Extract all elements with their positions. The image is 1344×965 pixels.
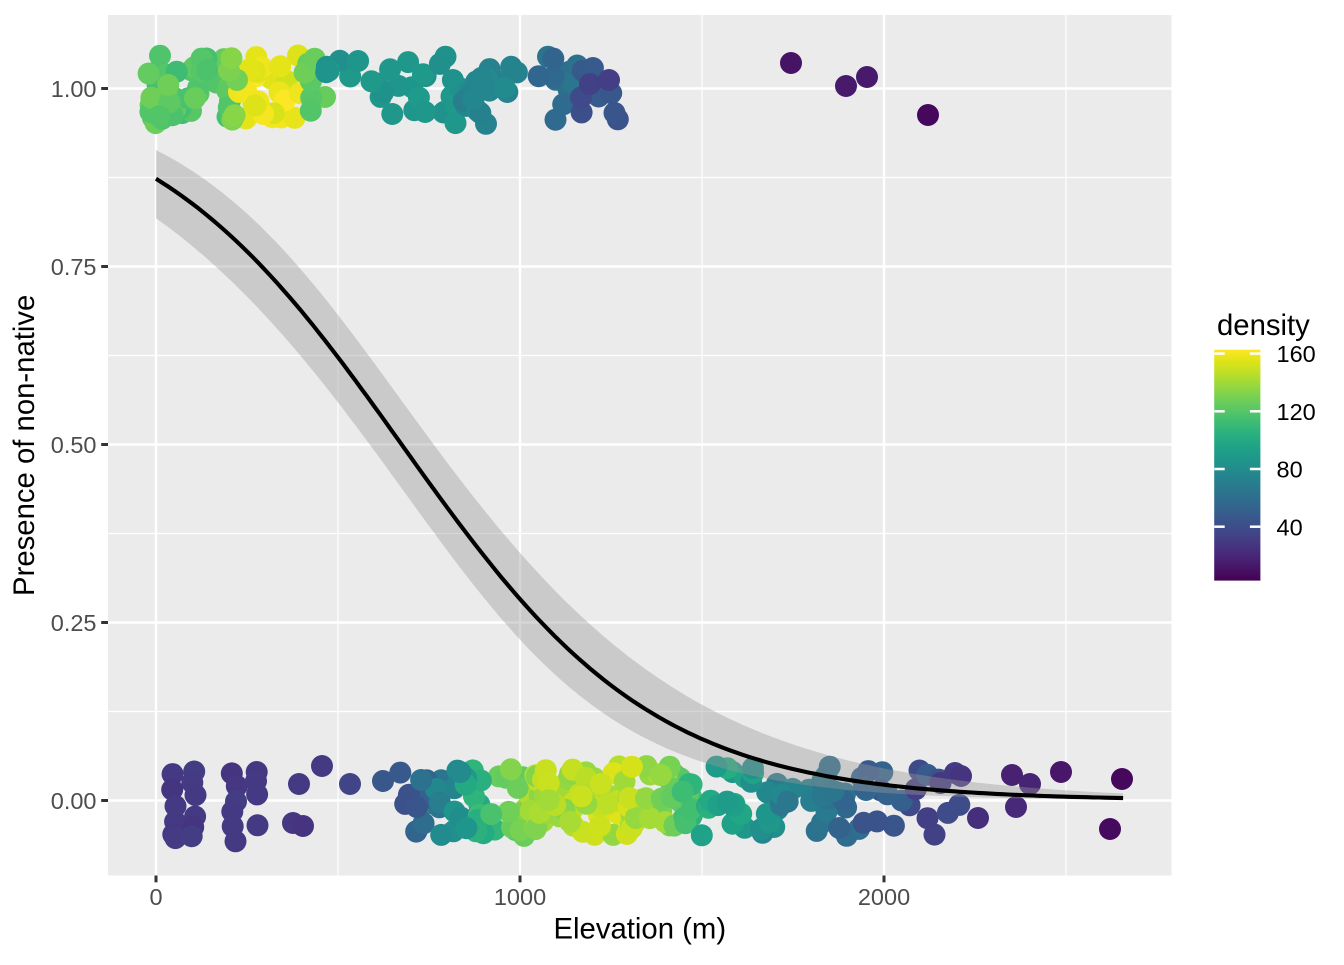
svg-text:120: 120	[1277, 399, 1316, 425]
svg-text:0.25: 0.25	[51, 610, 97, 636]
svg-text:1.00: 1.00	[51, 76, 97, 102]
svg-text:80: 80	[1277, 457, 1303, 483]
svg-text:2000: 2000	[858, 884, 910, 910]
svg-text:0: 0	[149, 884, 162, 910]
svg-text:density: density	[1217, 309, 1310, 342]
svg-text:40: 40	[1277, 514, 1303, 540]
svg-text:1000: 1000	[494, 884, 546, 910]
svg-text:0.00: 0.00	[51, 788, 97, 814]
svg-text:0.75: 0.75	[51, 254, 97, 280]
svg-text:Presence of non-native: Presence of non-native	[8, 295, 41, 596]
svg-text:0.50: 0.50	[51, 432, 97, 458]
svg-text:160: 160	[1277, 341, 1316, 367]
svg-text:Elevation (m): Elevation (m)	[554, 913, 727, 946]
